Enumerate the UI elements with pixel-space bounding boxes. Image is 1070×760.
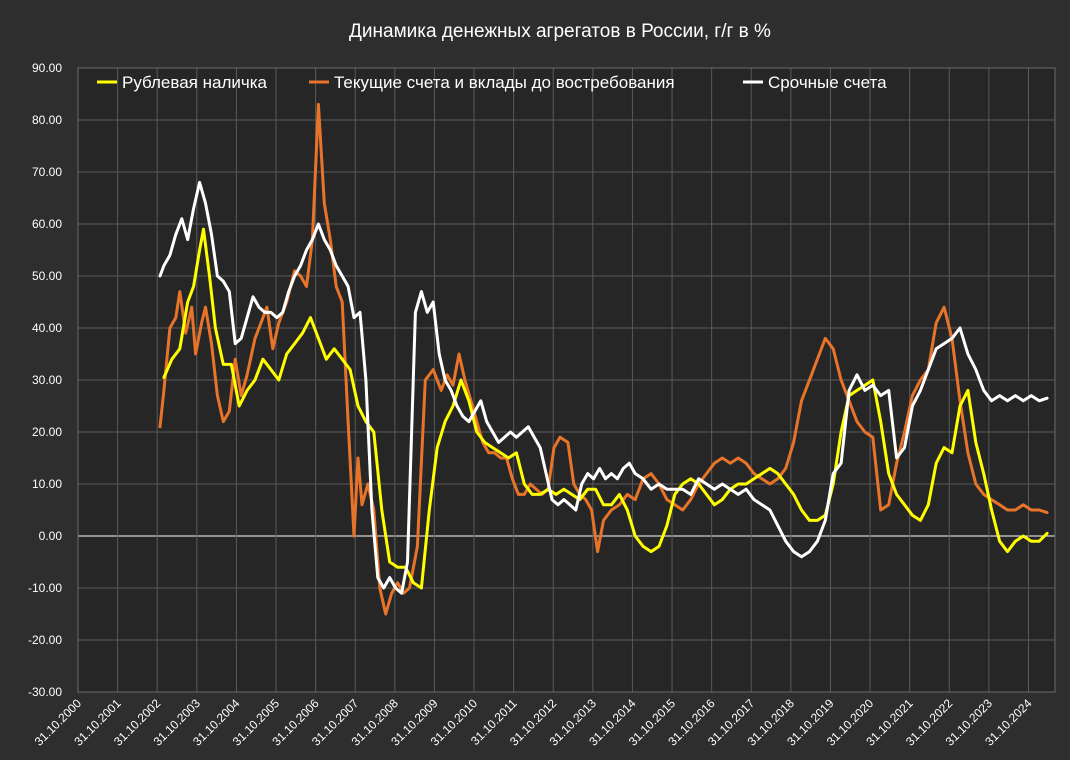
series-lines bbox=[158, 102, 1049, 616]
grid-lines bbox=[77, 67, 1056, 693]
legend-label-2: Срочные счета bbox=[768, 73, 887, 92]
y-tick-label: -10.00 bbox=[28, 581, 62, 595]
y-tick-label: 50.00 bbox=[32, 269, 62, 283]
y-tick-label: 40.00 bbox=[32, 321, 62, 335]
series-line-0 bbox=[162, 227, 1049, 590]
chart-title: Динамика денежных агрегатов в России, г/… bbox=[349, 21, 771, 42]
y-tick-label: 90.00 bbox=[32, 61, 62, 75]
y-tick-label: 70.00 bbox=[32, 165, 62, 179]
y-tick-label: 80.00 bbox=[32, 113, 62, 127]
plot-border bbox=[77, 67, 1056, 693]
series-line-2 bbox=[158, 180, 1049, 595]
y-tick-label: 0.00 bbox=[39, 529, 63, 543]
legend-label-1: Текущие счета и вклады до востребования bbox=[334, 73, 675, 92]
y-tick-label: -20.00 bbox=[28, 633, 62, 647]
y-tick-label: 10.00 bbox=[32, 477, 62, 491]
y-tick-label: 30.00 bbox=[32, 373, 62, 387]
y-tick-label: 20.00 bbox=[32, 425, 62, 439]
y-tick-label: 60.00 bbox=[32, 217, 62, 231]
legend: Рублевая наличка Текущие счета и вклады д… bbox=[97, 73, 887, 92]
legend-label-0: Рублевая наличка bbox=[122, 73, 268, 92]
y-tick-label: -30.00 bbox=[28, 685, 62, 699]
